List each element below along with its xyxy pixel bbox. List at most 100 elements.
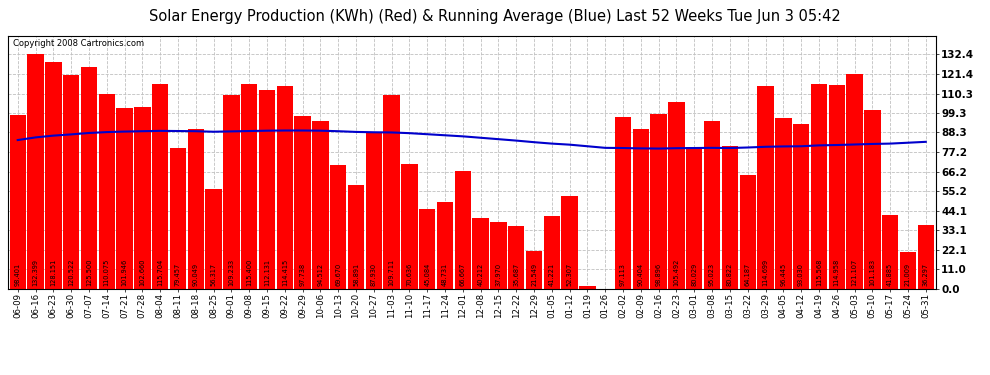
Text: 128.151: 128.151 xyxy=(50,259,56,286)
Bar xyxy=(63,75,79,289)
Text: 115.400: 115.400 xyxy=(247,259,252,286)
Bar xyxy=(775,118,792,289)
Text: 95.023: 95.023 xyxy=(709,263,715,286)
Text: 94.512: 94.512 xyxy=(318,263,324,286)
Bar xyxy=(544,216,560,289)
Text: 112.131: 112.131 xyxy=(264,259,270,286)
Text: 66.667: 66.667 xyxy=(459,263,466,286)
Bar xyxy=(526,251,543,289)
Text: 58.891: 58.891 xyxy=(353,263,359,286)
Bar xyxy=(187,129,204,289)
Text: 98.896: 98.896 xyxy=(655,263,661,286)
Text: 79.457: 79.457 xyxy=(175,263,181,286)
Bar xyxy=(561,196,578,289)
Bar xyxy=(686,147,703,289)
Text: 96.445: 96.445 xyxy=(780,263,786,286)
Bar xyxy=(312,122,329,289)
Text: 97.113: 97.113 xyxy=(620,263,626,286)
Bar xyxy=(704,120,721,289)
Text: 70.636: 70.636 xyxy=(407,263,413,286)
Bar xyxy=(28,54,44,289)
Bar xyxy=(579,286,596,289)
Text: 98.401: 98.401 xyxy=(15,263,21,286)
Bar xyxy=(615,117,632,289)
Text: 115.568: 115.568 xyxy=(816,259,822,286)
Text: 21.009: 21.009 xyxy=(905,263,911,286)
Text: 35.687: 35.687 xyxy=(513,263,519,286)
Text: 93.030: 93.030 xyxy=(798,263,804,286)
Text: 120.522: 120.522 xyxy=(68,259,74,286)
Text: 101.946: 101.946 xyxy=(122,259,128,286)
Bar xyxy=(46,62,61,289)
Bar xyxy=(294,116,311,289)
Bar xyxy=(508,226,525,289)
Bar xyxy=(793,124,809,289)
Bar xyxy=(454,171,471,289)
Text: 40.212: 40.212 xyxy=(477,263,484,286)
Text: 36.297: 36.297 xyxy=(923,263,929,286)
Bar xyxy=(151,84,168,289)
Bar xyxy=(740,175,756,289)
Text: 90.404: 90.404 xyxy=(638,263,644,286)
Bar xyxy=(401,164,418,289)
Bar xyxy=(10,115,26,289)
Bar xyxy=(900,252,916,289)
Bar xyxy=(722,146,739,289)
Bar xyxy=(419,209,436,289)
Text: 48.731: 48.731 xyxy=(442,263,448,286)
Bar xyxy=(918,225,934,289)
Bar xyxy=(276,86,293,289)
Bar xyxy=(437,202,453,289)
Bar xyxy=(205,189,222,289)
Bar xyxy=(365,133,382,289)
Text: 110.075: 110.075 xyxy=(104,259,110,286)
Text: 87.930: 87.930 xyxy=(371,263,377,286)
Bar xyxy=(668,102,685,289)
Bar xyxy=(81,67,97,289)
Text: 114.415: 114.415 xyxy=(282,259,288,286)
Text: 121.107: 121.107 xyxy=(851,259,857,286)
Text: 102.660: 102.660 xyxy=(140,259,146,286)
Bar xyxy=(117,108,133,289)
Bar xyxy=(846,74,862,289)
Bar xyxy=(633,129,649,289)
Bar xyxy=(223,95,240,289)
Text: 114.699: 114.699 xyxy=(762,259,768,286)
Bar xyxy=(383,94,400,289)
Text: 37.970: 37.970 xyxy=(495,263,502,286)
Text: 41.221: 41.221 xyxy=(548,263,554,286)
Text: 41.885: 41.885 xyxy=(887,263,893,286)
Bar xyxy=(490,222,507,289)
Text: 80.822: 80.822 xyxy=(727,263,733,286)
Bar xyxy=(811,84,827,289)
Bar xyxy=(330,165,346,289)
Bar xyxy=(347,184,364,289)
Text: 105.492: 105.492 xyxy=(673,259,679,286)
Bar xyxy=(864,110,880,289)
Text: 109.711: 109.711 xyxy=(389,259,395,286)
Text: 52.307: 52.307 xyxy=(566,263,572,286)
Text: 69.670: 69.670 xyxy=(336,263,342,286)
Bar xyxy=(99,94,115,289)
Text: Solar Energy Production (KWh) (Red) & Running Average (Blue) Last 52 Weeks Tue J: Solar Energy Production (KWh) (Red) & Ru… xyxy=(149,9,841,24)
Bar xyxy=(882,214,898,289)
Text: 101.183: 101.183 xyxy=(869,259,875,286)
Text: 109.233: 109.233 xyxy=(229,259,235,286)
Text: 21.549: 21.549 xyxy=(531,263,537,286)
Text: 90.049: 90.049 xyxy=(193,263,199,286)
Text: 56.317: 56.317 xyxy=(211,263,217,286)
Text: 80.029: 80.029 xyxy=(691,263,697,286)
Bar xyxy=(650,114,667,289)
Bar xyxy=(258,90,275,289)
Bar xyxy=(829,85,844,289)
Text: 132.399: 132.399 xyxy=(33,259,39,286)
Text: 114.958: 114.958 xyxy=(834,259,840,286)
Text: 97.738: 97.738 xyxy=(300,263,306,286)
Text: 64.187: 64.187 xyxy=(744,263,750,286)
Text: 45.084: 45.084 xyxy=(425,263,431,286)
Text: 125.500: 125.500 xyxy=(86,259,92,286)
Bar xyxy=(135,107,150,289)
Bar xyxy=(757,86,774,289)
Bar xyxy=(169,148,186,289)
Bar xyxy=(472,217,489,289)
